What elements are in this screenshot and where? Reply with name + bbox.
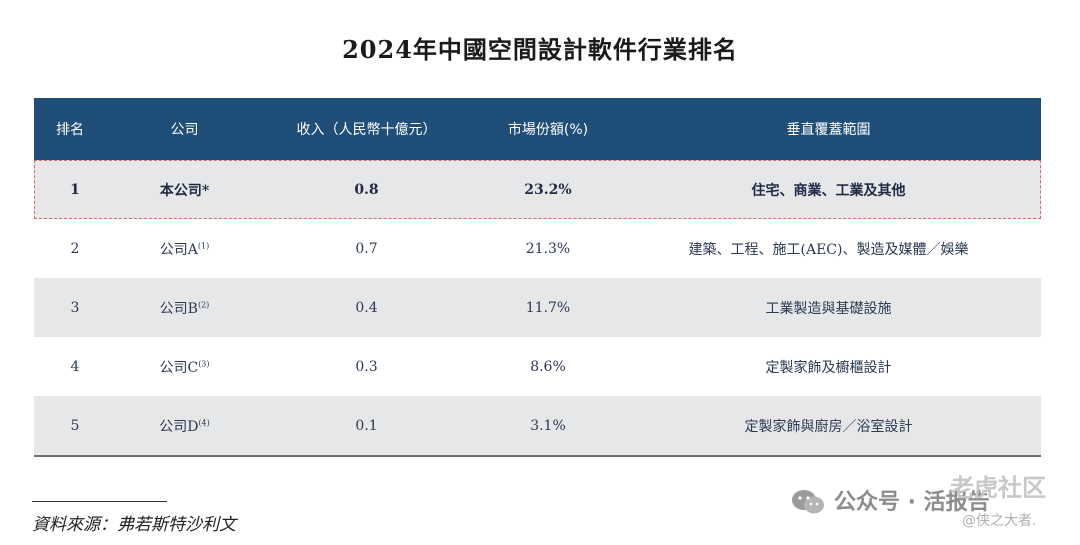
source-note: 資料來源：弗若斯特沙利文 bbox=[32, 515, 236, 535]
company-name: 公司B bbox=[159, 300, 198, 317]
table-row: 1 本公司* 0.8 23.2% 住宅、商業、工業及其他 bbox=[34, 160, 1041, 219]
table-row: 3 公司B(2) 0.4 11.7% 工業製造與基礎設施 bbox=[34, 278, 1041, 337]
header-revenue: 收入（人民幣十億元） bbox=[296, 122, 437, 138]
cell-revenue: 0.3 bbox=[355, 358, 378, 375]
cell-share: 21.3% bbox=[525, 240, 571, 257]
table-row: 2 公司A(1) 0.7 21.3% 建築、工程、施工(AEC)、製造及媒體／娛… bbox=[34, 219, 1041, 278]
cell-share: 3.1% bbox=[530, 417, 566, 434]
cell-revenue: 0.4 bbox=[355, 299, 378, 316]
header-share: 市場份額(%) bbox=[507, 122, 589, 138]
cell-scope: 建築、工程、施工(AEC)、製造及媒體／娛樂 bbox=[688, 241, 969, 258]
cell-share: 8.6% bbox=[530, 358, 566, 375]
source-divider bbox=[32, 501, 167, 502]
cell-company: 公司A(1) bbox=[116, 239, 253, 259]
cell-revenue: 0.8 bbox=[354, 181, 379, 198]
cell-scope: 住宅、商業、工業及其他 bbox=[751, 182, 906, 199]
cell-scope: 定製家飾及櫥櫃設計 bbox=[765, 359, 892, 376]
cell-company: 公司D(4) bbox=[116, 416, 253, 436]
company-name: 公司A bbox=[159, 241, 198, 258]
cell-rank: 1 bbox=[70, 181, 80, 198]
cell-company: 公司B(2) bbox=[116, 298, 253, 318]
cell-revenue: 0.1 bbox=[355, 417, 378, 434]
company-name: 本公司* bbox=[159, 182, 210, 199]
table-header: 排名 公司 收入（人民幣十億元） 市場份額(%) 垂直覆蓋範圍 bbox=[34, 98, 1041, 160]
cell-scope: 工業製造與基礎設施 bbox=[765, 300, 892, 317]
footnote-marker: (2) bbox=[197, 299, 210, 309]
page-title: 2024年中國空間設計軟件行業排名 bbox=[342, 35, 738, 64]
header-rank: 排名 bbox=[56, 122, 84, 138]
footnote-marker: (4) bbox=[198, 417, 210, 427]
watermark: 公众号 · 活报告 老虎社区 @侠之大者. bbox=[790, 470, 1080, 540]
cell-rank: 5 bbox=[70, 417, 80, 434]
watermark-sub: @侠之大者. bbox=[962, 513, 1037, 529]
company-name: 公司D bbox=[159, 418, 199, 435]
table-row: 4 公司C(3) 0.3 8.6% 定製家飾及櫥櫃設計 bbox=[34, 337, 1041, 396]
company-name: 公司C bbox=[159, 359, 199, 376]
watermark-top: 老虎社区 bbox=[950, 474, 1046, 502]
table-row: 5 公司D(4) 0.1 3.1% 定製家飾與廚房／浴室設計 bbox=[34, 396, 1041, 457]
wechat-icon bbox=[792, 490, 824, 514]
cell-rank: 2 bbox=[70, 240, 80, 257]
cell-company: 公司C(3) bbox=[116, 357, 253, 377]
cell-scope: 定製家飾與廚房／浴室設計 bbox=[744, 418, 913, 435]
header-company: 公司 bbox=[170, 122, 199, 138]
ranking-table: 排名 公司 收入（人民幣十億元） 市場份額(%) 垂直覆蓋範圍 1 本公司* 0… bbox=[34, 98, 1041, 457]
footnote-marker: (3) bbox=[198, 358, 210, 368]
cell-company: 本公司* bbox=[116, 180, 253, 200]
header-scope: 垂直覆蓋範圍 bbox=[786, 122, 871, 138]
watermark-main: 公众号 · 活报告 bbox=[834, 490, 990, 515]
footnote-marker: (1) bbox=[197, 240, 210, 250]
cell-share: 11.7% bbox=[525, 299, 571, 316]
cell-revenue: 0.7 bbox=[355, 240, 378, 257]
cell-share: 23.2% bbox=[524, 181, 572, 198]
cell-rank: 3 bbox=[70, 299, 80, 316]
cell-rank: 4 bbox=[70, 358, 80, 375]
